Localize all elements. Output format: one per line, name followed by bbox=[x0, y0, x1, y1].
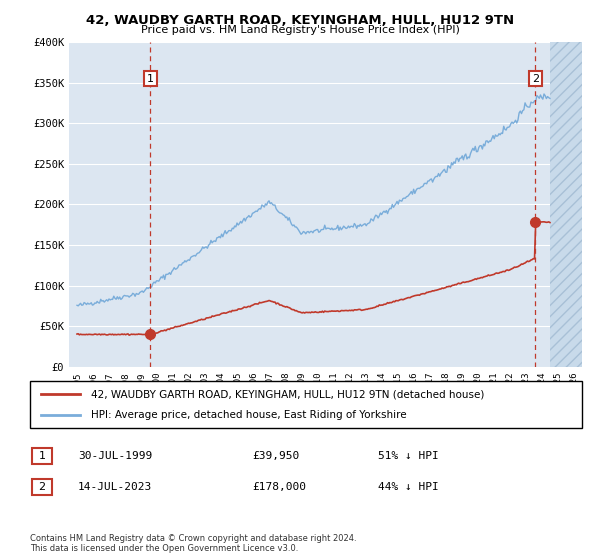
Text: 1: 1 bbox=[38, 451, 46, 461]
Text: £39,950: £39,950 bbox=[252, 451, 299, 461]
Text: £178,000: £178,000 bbox=[252, 482, 306, 492]
Text: 44% ↓ HPI: 44% ↓ HPI bbox=[378, 482, 439, 492]
Text: 14-JUL-2023: 14-JUL-2023 bbox=[78, 482, 152, 492]
Text: 2: 2 bbox=[38, 482, 46, 492]
Text: 30-JUL-1999: 30-JUL-1999 bbox=[78, 451, 152, 461]
Bar bbox=[32, 479, 52, 495]
Bar bbox=[550, 34, 582, 367]
Text: 2: 2 bbox=[532, 73, 539, 83]
Text: HPI: Average price, detached house, East Riding of Yorkshire: HPI: Average price, detached house, East… bbox=[91, 410, 406, 420]
Text: 42, WAUDBY GARTH ROAD, KEYINGHAM, HULL, HU12 9TN (detached house): 42, WAUDBY GARTH ROAD, KEYINGHAM, HULL, … bbox=[91, 389, 484, 399]
Text: 1: 1 bbox=[147, 73, 154, 83]
Text: Price paid vs. HM Land Registry's House Price Index (HPI): Price paid vs. HM Land Registry's House … bbox=[140, 25, 460, 35]
Bar bbox=[32, 449, 52, 464]
Text: 51% ↓ HPI: 51% ↓ HPI bbox=[378, 451, 439, 461]
Text: 42, WAUDBY GARTH ROAD, KEYINGHAM, HULL, HU12 9TN: 42, WAUDBY GARTH ROAD, KEYINGHAM, HULL, … bbox=[86, 14, 514, 27]
Text: Contains HM Land Registry data © Crown copyright and database right 2024.
This d: Contains HM Land Registry data © Crown c… bbox=[30, 534, 356, 553]
